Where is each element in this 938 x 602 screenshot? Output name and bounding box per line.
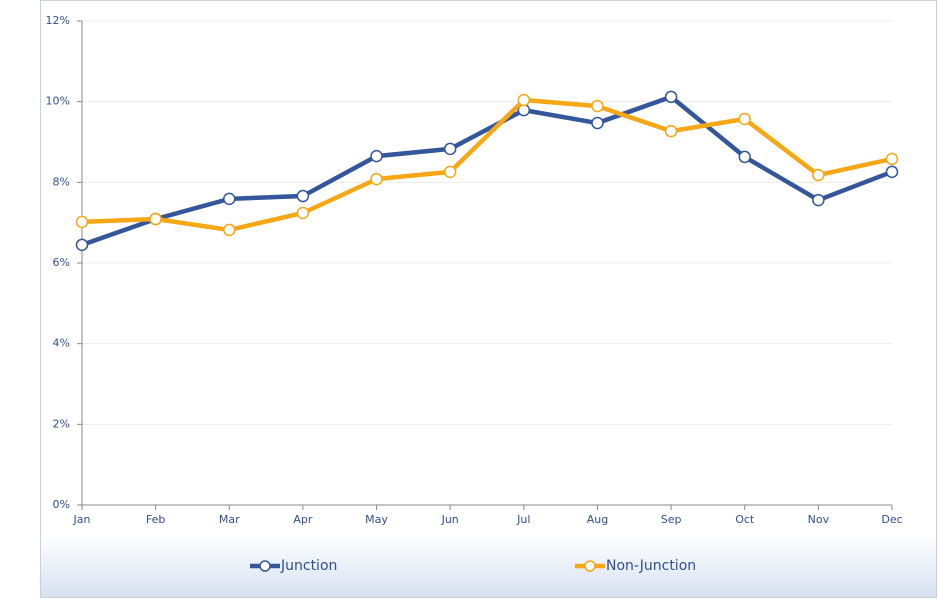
x-tick-label: Aug <box>587 513 608 526</box>
data-point <box>885 165 899 179</box>
y-tick-label: 8% <box>53 175 70 188</box>
y-tick-label: 12% <box>46 14 70 27</box>
data-point <box>149 212 162 226</box>
y-tick-label: 4% <box>53 337 70 350</box>
x-tick-label: Apr <box>293 513 313 526</box>
data-point <box>75 215 89 229</box>
x-tick-label: Feb <box>146 513 165 526</box>
x-tick-label: May <box>365 513 388 526</box>
legend-marker <box>259 560 271 572</box>
data-point <box>370 172 383 186</box>
data-point <box>223 192 236 206</box>
data-point <box>591 99 604 113</box>
data-point <box>443 165 457 179</box>
chart-frame <box>40 0 937 598</box>
y-tick-label: 6% <box>53 256 70 269</box>
legend-marker <box>584 560 596 572</box>
x-tick-label: Oct <box>735 513 755 526</box>
series-line <box>81 97 893 233</box>
data-point <box>296 189 310 203</box>
data-point <box>664 124 678 138</box>
data-point <box>738 150 751 164</box>
legend-label: Junction <box>280 558 337 574</box>
data-point <box>885 152 899 166</box>
x-tick-label: Jan <box>73 513 91 526</box>
data-point <box>738 112 751 126</box>
y-tick-label: 10% <box>46 95 70 108</box>
x-tick-label: Dec <box>881 513 902 526</box>
data-point <box>517 93 531 107</box>
x-tick-label: Nov <box>808 513 830 526</box>
y-tick-label: 2% <box>53 417 70 430</box>
legend-label: Non-Junction <box>606 558 696 574</box>
x-tick-label: Sep <box>661 513 682 526</box>
data-point <box>664 90 678 104</box>
series-line <box>81 94 893 247</box>
y-tick-label: 0% <box>53 498 70 511</box>
data-point <box>75 238 89 252</box>
data-point <box>223 223 236 237</box>
data-point <box>812 193 825 207</box>
x-tick-label: Jul <box>516 513 530 526</box>
legend-band <box>41 535 936 597</box>
data-point <box>296 206 310 220</box>
data-point <box>591 116 604 130</box>
data-point <box>812 168 825 182</box>
x-tick-label: Jun <box>441 513 459 526</box>
data-point <box>370 149 383 163</box>
data-point <box>443 142 457 156</box>
x-tick-label: Mar <box>219 513 240 526</box>
